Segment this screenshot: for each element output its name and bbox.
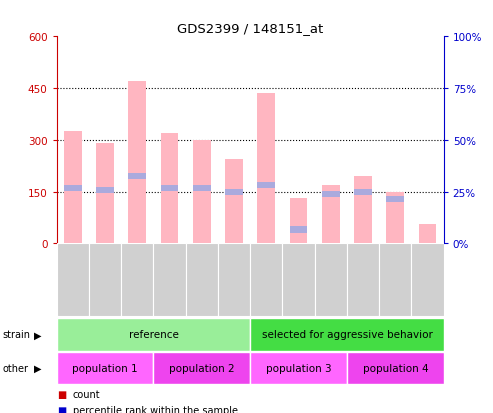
Bar	[412, 244, 444, 316]
Text: population 3: population 3	[266, 363, 331, 373]
Bar	[354, 177, 372, 244]
Bar	[282, 244, 315, 316]
Bar	[257, 94, 275, 244]
Bar	[161, 133, 178, 244]
Text: other: other	[2, 363, 29, 373]
Bar	[57, 244, 89, 316]
Text: percentile rank within the sample: percentile rank within the sample	[73, 405, 238, 413]
Bar	[193, 185, 211, 192]
Bar	[347, 244, 379, 316]
Bar	[96, 187, 114, 193]
Title: GDS2399 / 148151_at: GDS2399 / 148151_at	[177, 21, 323, 35]
Bar	[193, 140, 211, 244]
Bar	[121, 244, 153, 316]
Bar	[290, 227, 308, 233]
Bar	[225, 159, 243, 244]
Text: ▶: ▶	[34, 330, 41, 339]
Text: ▶: ▶	[34, 363, 41, 373]
Bar	[57, 318, 250, 351]
Bar	[257, 183, 275, 189]
Bar	[387, 197, 404, 203]
Bar	[153, 244, 186, 316]
Bar	[186, 244, 218, 316]
Text: selected for aggressive behavior: selected for aggressive behavior	[261, 330, 432, 339]
Text: reference: reference	[129, 330, 178, 339]
Text: population 1: population 1	[72, 363, 138, 373]
Bar	[161, 185, 178, 192]
Bar	[322, 192, 340, 198]
Bar	[250, 318, 444, 351]
Bar	[250, 352, 347, 384]
Text: strain: strain	[2, 330, 31, 339]
Bar	[153, 352, 250, 384]
Bar	[250, 244, 282, 316]
Bar	[64, 185, 82, 192]
Bar	[354, 190, 372, 196]
Bar	[218, 244, 250, 316]
Bar	[96, 144, 114, 244]
Text: population 4: population 4	[362, 363, 428, 373]
Text: count: count	[73, 389, 101, 399]
Bar	[315, 244, 347, 316]
Bar	[64, 132, 82, 244]
Bar	[322, 185, 340, 244]
Bar	[379, 244, 412, 316]
Text: ■: ■	[57, 405, 66, 413]
Bar	[89, 244, 121, 316]
Bar	[129, 82, 146, 244]
Bar	[57, 352, 153, 384]
Text: population 2: population 2	[169, 363, 235, 373]
Bar	[347, 352, 444, 384]
Bar	[290, 199, 308, 244]
Text: ■: ■	[57, 389, 66, 399]
Bar	[387, 192, 404, 244]
Bar	[129, 173, 146, 180]
Bar	[419, 225, 436, 244]
Bar	[225, 190, 243, 196]
